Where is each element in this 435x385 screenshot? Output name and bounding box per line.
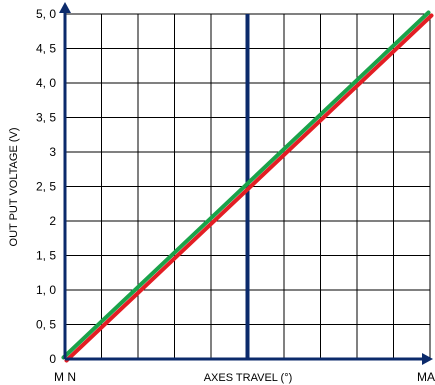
y-axis-arrow	[59, 2, 71, 13]
y-tick-label: 0	[49, 352, 56, 366]
series-line	[61, 10, 431, 360]
x-axis-label: AXES TRAVEL (°)	[204, 372, 293, 384]
data-series	[61, 10, 434, 363]
y-tick-label: 0, 5	[36, 318, 56, 332]
y-tick-label: 3	[49, 145, 56, 159]
x-tick-label: MAX	[417, 370, 435, 384]
y-tick-label: 5, 0	[36, 7, 56, 21]
y-tick-labels: 0 0, 5 1, 0 1, 5 2 2, 5 3 3, 5 4, 0 4, 5 5, 0	[36, 7, 56, 366]
y-tick-label: 1, 0	[36, 283, 56, 297]
axes	[59, 2, 433, 365]
grid-lines	[65, 13, 431, 359]
y-tick-label: 4, 0	[36, 76, 56, 90]
x-tick-label: M N	[54, 370, 76, 384]
x-axis-arrow	[422, 353, 433, 365]
x-tick-labels: M N MAX	[54, 370, 435, 384]
y-axis-label: OUT PUT VOLTAGE (V)	[8, 128, 20, 247]
series-line	[64, 13, 434, 363]
y-tick-label: 4, 5	[36, 42, 56, 56]
y-tick-label: 1, 5	[36, 249, 56, 263]
y-tick-label: 2, 5	[36, 180, 56, 194]
y-tick-label: 3, 5	[36, 111, 56, 125]
y-tick-label: 2	[49, 214, 56, 228]
